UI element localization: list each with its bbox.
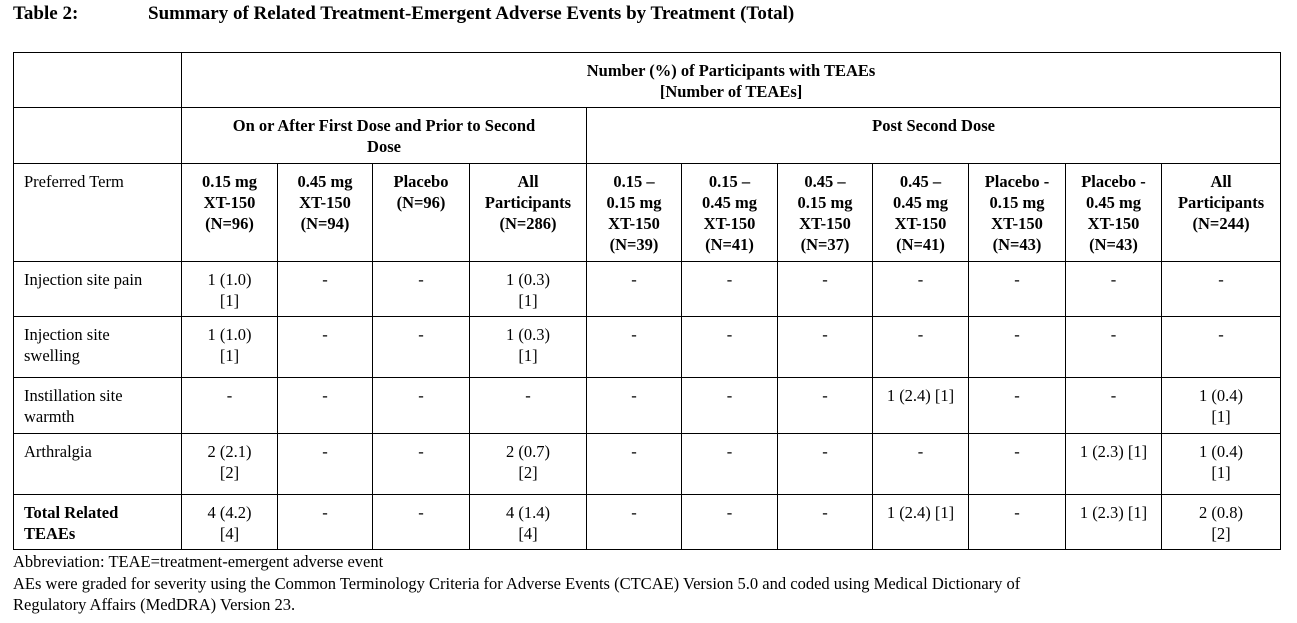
summary-table: Number (%) of Participants with TEAEs [N… <box>13 52 1282 550</box>
column-header: Placebo - 0.15 mg XT-150 (N=43) <box>968 163 1066 262</box>
table-cell: 4 (1.4) [4] <box>469 494 587 550</box>
table-cell: - <box>1160 261 1282 317</box>
table-cell: - <box>277 494 373 550</box>
table-cell: - <box>277 377 373 434</box>
table-cell: - <box>372 494 470 550</box>
column-header: All Participants (N=286) <box>469 163 587 262</box>
table-cell: - <box>1160 316 1282 378</box>
empty-cell <box>13 107 182 164</box>
table-cell: - <box>277 316 373 378</box>
table-cell: 1 (2.3) [1] <box>1065 494 1162 550</box>
table-cell: - <box>1065 261 1162 317</box>
table-cell: 2 (0.8) [2] <box>1160 494 1282 550</box>
table-cell: - <box>181 377 278 434</box>
table-cell: 1 (1.0) [1] <box>181 316 278 378</box>
group-header: Number (%) of Participants with TEAEs [N… <box>180 52 1282 108</box>
column-header: Placebo (N=96) <box>372 163 470 262</box>
empty-cell <box>13 52 182 108</box>
period-header: On or After First Dose and Prior to Seco… <box>181 107 587 164</box>
header-row: Preferred Term 0.15 mg XT-150 (N=96) 0.45 … <box>13 163 1282 262</box>
data-row: Instillation site warmth - - - - - - -1 (2.4) [… <box>13 377 1282 434</box>
table-cell: - <box>872 433 969 495</box>
row-label: Injection site swelling <box>13 316 182 378</box>
table-cell: - <box>681 494 778 550</box>
footnotes: Abbreviation: TEAE=treatment-emergent ad… <box>13 551 1020 616</box>
table-cell: - <box>1065 316 1162 378</box>
table-cell: - <box>469 377 587 434</box>
column-header: 0.15 – 0.15 mg XT-150 (N=39) <box>586 163 682 262</box>
table-cell: - <box>777 377 873 434</box>
footnote: Abbreviation: TEAE=treatment-emergent ad… <box>13 552 384 571</box>
table-cell: 2 (0.7) [2] <box>469 433 587 495</box>
data-row: Arthralgia 2 (2.1) [2] - -2 (0.7) [2] - - - - -1… <box>13 433 1282 495</box>
table-cell: - <box>777 433 873 495</box>
header-row: On or After First Dose and Prior to Seco… <box>13 107 1282 164</box>
table-cell: 1 (0.4) [1] <box>1160 377 1282 434</box>
column-header: 0.45 mg XT-150 (N=94) <box>277 163 373 262</box>
column-header: 0.45 – 0.15 mg XT-150 (N=37) <box>777 163 873 262</box>
table-cell: - <box>681 316 778 378</box>
table-header: Table 2: Summary of Related Treatment-Em… <box>13 3 794 25</box>
table-cell: 1 (2.4) [1] <box>872 494 969 550</box>
row-label: Instillation site warmth <box>13 377 182 434</box>
table-cell: - <box>968 377 1066 434</box>
table-cell: - <box>777 261 873 317</box>
data-row: Injection site swelling 1 (1.0) [1] - -1 (0… <box>13 316 1282 378</box>
data-row: Total Related TEAEs 4 (4.2) [4] - -4 (1.4) … <box>13 494 1282 550</box>
footnote: AEs were graded for severity using the C… <box>13 573 1021 615</box>
table-cell: 1 (0.3) [1] <box>469 316 587 378</box>
table-cell: - <box>372 433 470 495</box>
table-cell: - <box>968 494 1066 550</box>
table-cell: - <box>586 494 682 550</box>
table-cell: - <box>1065 377 1162 434</box>
table-cell: - <box>372 377 470 434</box>
row-label: Total Related TEAEs <box>13 494 182 550</box>
table-cell: - <box>872 261 969 317</box>
table-cell: - <box>277 261 373 317</box>
table-cell: - <box>586 433 682 495</box>
column-header: 0.15 mg XT-150 (N=96) <box>181 163 278 262</box>
row-label: Injection site pain <box>13 261 182 317</box>
table-cell: - <box>586 261 682 317</box>
table-cell: - <box>777 494 873 550</box>
table-cell: 2 (2.1) [2] <box>181 433 278 495</box>
table-cell: - <box>968 261 1066 317</box>
table-cell: - <box>681 377 778 434</box>
table-cell: 1 (1.0) [1] <box>181 261 278 317</box>
table-cell: - <box>277 433 373 495</box>
column-header: 0.45 – 0.45 mg XT-150 (N=41) <box>872 163 969 262</box>
table-cell: 1 (2.3) [1] <box>1065 433 1162 495</box>
table-cell: - <box>681 433 778 495</box>
table-cell: - <box>777 316 873 378</box>
table-cell: - <box>586 316 682 378</box>
table-cell: - <box>586 377 682 434</box>
column-header: 0.15 – 0.45 mg XT-150 (N=41) <box>681 163 778 262</box>
table-cell: 1 (0.4) [1] <box>1160 433 1282 495</box>
row-label: Arthralgia <box>13 433 182 495</box>
table-label: Table 2: <box>13 3 79 24</box>
table-title: Summary of Related Treatment-Emergent Ad… <box>148 3 795 24</box>
table-cell: - <box>681 261 778 317</box>
table-cell: - <box>968 316 1066 378</box>
column-header: Placebo - 0.45 mg XT-150 (N=43) <box>1065 163 1162 262</box>
data-row: Injection site pain 1 (1.0) [1] - -1 (0.3) … <box>13 261 1282 317</box>
column-header: All Participants (N=244) <box>1160 163 1282 262</box>
table-cell: 1 (2.4) [1] <box>872 377 969 434</box>
table-cell: - <box>968 433 1066 495</box>
table-cell: 4 (4.2) [4] <box>181 494 278 550</box>
table-cell: - <box>372 316 470 378</box>
column-header: Preferred Term <box>13 163 182 262</box>
table-cell: - <box>372 261 470 317</box>
table-cell: 1 (0.3) [1] <box>469 261 587 317</box>
header-row: Number (%) of Participants with TEAEs [N… <box>13 52 1282 108</box>
period-header: Post Second Dose <box>585 107 1282 164</box>
table-cell: - <box>872 316 969 378</box>
